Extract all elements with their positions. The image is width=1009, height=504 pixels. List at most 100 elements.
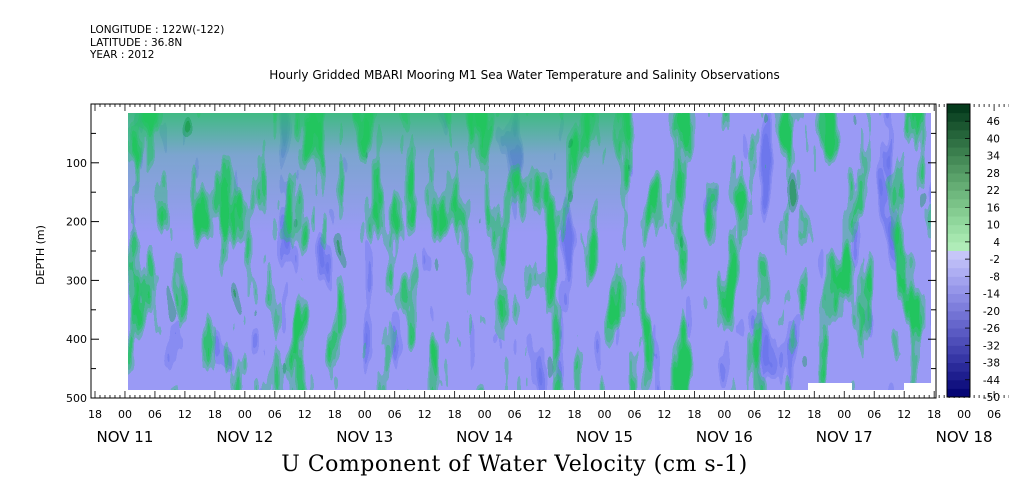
colorbar-swatch [947,233,970,243]
longitude-text: LONGITUDE : 122W(-122) [90,24,225,36]
colorbar-swatch [947,276,970,286]
colorbar-swatch [947,293,970,303]
colorbar-swatch [947,104,970,114]
x-hour-label: 18 [328,408,342,421]
x-hour-label: 00 [238,408,252,421]
x-day-label: NOV 11 [97,428,154,446]
x-hour-label: 00 [957,408,971,421]
colorbar-swatch [947,310,970,320]
x-hour-label: 12 [897,408,911,421]
colorbar-swatch [947,302,970,312]
x-hour-label: 18 [208,408,222,421]
x-hour-label: 06 [747,408,761,421]
x-hour-label: 12 [538,408,552,421]
colorbar-label: -2 [990,254,1000,266]
x-hour-label: 12 [298,408,312,421]
colorbar-label: -32 [983,340,1000,352]
x-hour-label: 12 [777,408,791,421]
x-day-label: NOV 16 [696,428,753,446]
x-hour-label: 00 [717,408,731,421]
colorbar-swatch [947,241,970,251]
year-text: YEAR : 2012 [90,49,155,61]
colorbar-swatch [947,362,970,372]
colorbar-swatch [947,138,970,148]
y-tick-label: 500 [66,392,87,405]
colorbar-label: -44 [983,375,1000,387]
x-hour-label: 00 [358,408,372,421]
x-hour-label: 06 [388,408,402,421]
colorbar-swatch [947,207,970,217]
colorbar-swatch [947,155,970,165]
x-hour-label: 06 [148,408,162,421]
colorbar-swatch [947,181,970,191]
colorbar-frame [946,103,971,398]
x-hour-label: 06 [987,408,1001,421]
chart-title: Hourly Gridded MBARI Mooring M1 Sea Wate… [269,68,780,82]
x-hour-label: 12 [657,408,671,421]
latitude-text: LATITUDE : 36.8N [90,36,183,49]
colorbar-label: -38 [983,358,1000,370]
y-tick-label: 200 [66,216,87,229]
x-hour-label: 18 [568,408,582,421]
colorbar-label: 28 [987,168,1000,180]
colorbar-swatch [947,250,970,260]
heatmap-field [128,113,931,390]
x-hour-label: 00 [837,408,851,421]
colorbar-swatch [947,388,970,398]
x-hour-label: 18 [448,408,462,421]
x-hour-label: 18 [927,408,941,421]
colorbar-swatch [947,267,970,277]
colorbar-label: 4 [993,237,1000,249]
x-hour-label: 06 [508,408,522,421]
x-hour-label: 12 [178,408,192,421]
x-hour-label: 06 [268,408,282,421]
x-hour-label: 00 [118,408,132,421]
colorbar-swatch [947,172,970,183]
colorbar-label: -50 [983,392,1000,404]
metadata-header: LONGITUDE : 122W(-122) LATITUDE : 36.8N … [90,24,224,62]
x-hour-label: 06 [867,408,881,421]
chart-caption: U Component of Water Velocity (cm s-1) [281,452,748,477]
x-hour-label: 06 [627,408,641,421]
x-day-label: NOV 12 [216,428,273,446]
colorbar-swatch [947,379,970,389]
colorbar-swatch [947,216,970,226]
y-axis-label: DEPTH (m) [34,225,47,285]
colorbar-swatch [947,353,970,364]
x-hour-label: 18 [807,408,821,421]
colorbar-label: 40 [987,133,1000,145]
x-hour-label: 12 [418,408,432,421]
colorbar-swatch [947,121,970,131]
x-day-label: NOV 17 [816,428,873,446]
y-tick-label: 100 [66,157,87,170]
colorbar-swatch [947,112,970,122]
colorbar-swatch [947,319,970,329]
y-tick-label: 400 [66,333,87,346]
colorbar-swatch [947,224,970,234]
x-hour-label: 00 [478,408,492,421]
colorbar-label: 46 [987,116,1001,128]
colorbar-swatch [947,198,970,208]
x-hour-label: 18 [687,408,701,421]
colorbar-label: -8 [990,271,1000,283]
colorbar-swatch [947,190,970,200]
y-tick-label: 300 [66,274,87,287]
colorbar-swatch [947,371,970,381]
colorbar-label: -14 [983,289,1000,301]
colorbar-swatch [947,345,970,355]
colorbar-label: 34 [987,151,1001,163]
colorbar-swatch [947,129,970,139]
x-day-label: NOV 18 [936,428,993,446]
x-hour-label: 00 [597,408,611,421]
colorbar-label: -20 [983,306,1000,318]
colorbar-swatch [947,328,970,338]
x-day-label: NOV 15 [576,428,633,446]
colorbar-swatch [947,284,970,295]
colorbar: 46 40 34 28 22 16 10 4 -2 -8 -14 -20 -26 -32 -38 -44 -50 [946,103,1001,404]
colorbar-swatch [947,259,970,269]
colorbar-swatch [947,147,970,157]
colorbar-swatch [947,164,970,174]
colorbar-label: 10 [987,220,1000,232]
